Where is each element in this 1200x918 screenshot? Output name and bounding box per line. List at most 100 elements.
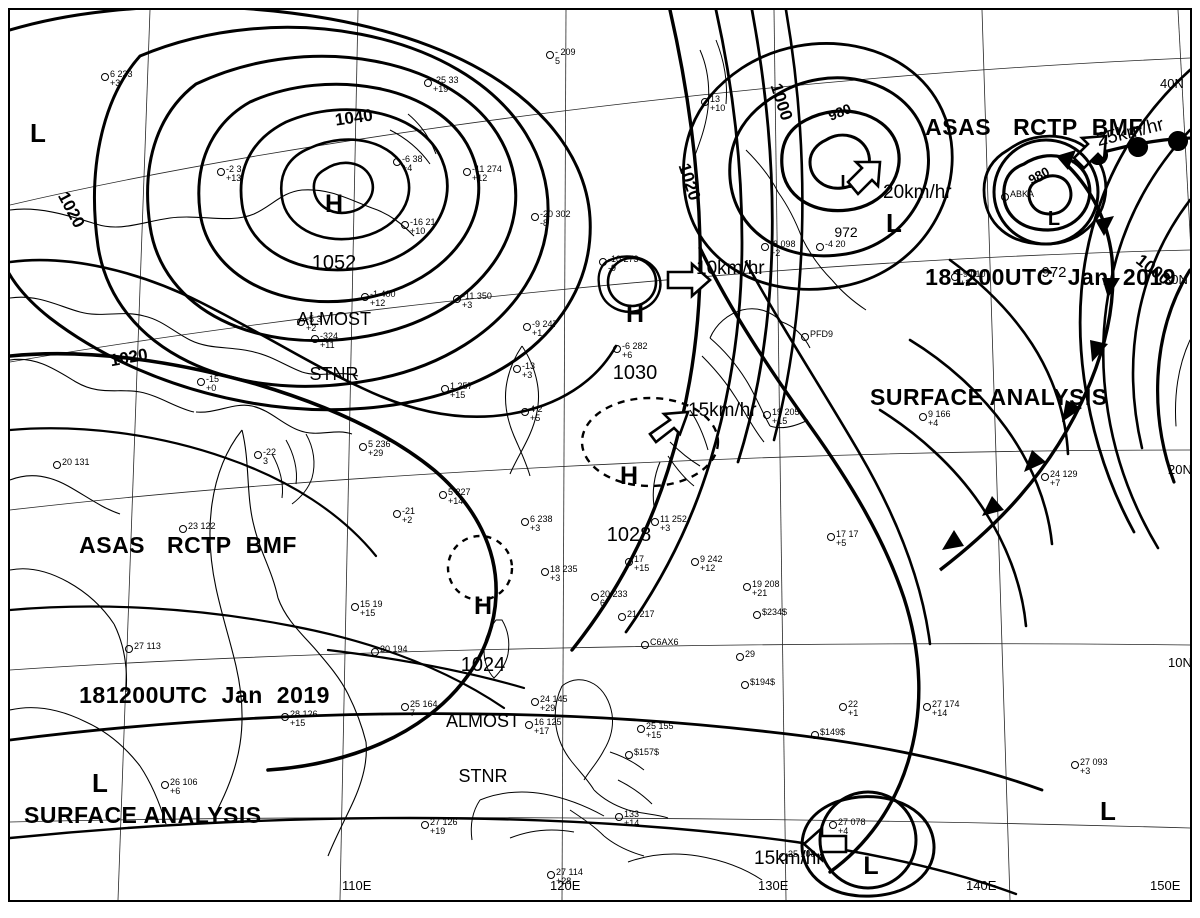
station-plot-line1: -6 282: [622, 341, 648, 351]
station-plot-line1: 28 126: [290, 709, 318, 719]
station-plot-line2: +10: [710, 103, 726, 113]
station-plot: -20 302 -8: [531, 210, 571, 228]
station-plot: 20 194: [371, 645, 408, 656]
high-pressure-value: 1024: [460, 654, 506, 676]
station-plot-line2: +15: [634, 563, 650, 573]
pressure-system-high-1030[interactable]: H 1030: [602, 266, 668, 420]
station-plot-line2: +3: [110, 78, 121, 88]
station-plot: - 209 5: [546, 48, 576, 66]
title-bottom-line2: 181200UTC Jan 2019: [24, 650, 330, 740]
circle-high-1028: [580, 396, 720, 488]
station-plot: 6 238 +3: [521, 515, 553, 533]
pressure-system-low-972a[interactable]: L 972: [820, 140, 872, 274]
trough-marker-l-southwest: L: [92, 768, 108, 798]
station-plot-line1: 4 2: [530, 404, 543, 414]
title-bottom-line1: ASAS RCTP BMF: [24, 500, 330, 590]
station-plot: 19 205 +15: [763, 408, 800, 426]
station-plot: 18 235 +3: [541, 564, 578, 583]
lat-label-30n: 30N: [1164, 272, 1188, 287]
station-plot: -6 38 +4: [393, 155, 423, 173]
station-plot: -16 21 +10: [401, 218, 436, 236]
station-circle-icon: [311, 335, 319, 343]
isobar-1040: [197, 82, 481, 304]
station-circle-icon: [923, 703, 931, 711]
station-circle-icon: [951, 273, 959, 281]
station-plot-line1: 9 166: [928, 409, 951, 419]
station-plot-line1: $157$: [634, 747, 660, 757]
station-plot-line1: 11 252: [660, 514, 687, 524]
station-plot-line1: 24 129: [1050, 469, 1078, 479]
station-circle-icon: [743, 583, 751, 591]
station-plot-line1: -324: [320, 331, 339, 341]
station-plot: 26 106 +6: [161, 778, 198, 796]
station-plot-line1: 27 126: [430, 817, 458, 827]
station-plot: 15 19 +15: [351, 599, 383, 618]
station-circle-icon: [371, 648, 379, 656]
circle-high-1030: [606, 256, 658, 308]
station-plot-line2: +10: [410, 226, 426, 236]
station-circle-icon: [546, 51, 554, 59]
station-plot: 27 078 +4: [829, 818, 866, 836]
station-plot-line1: 18 235: [550, 564, 578, 574]
isobar-wrap-3: [878, 408, 1028, 628]
motion-label-high-1030: 10km/hr: [696, 258, 765, 279]
station-plot-line2: +15: [450, 390, 466, 400]
high-symbol: H: [619, 462, 639, 490]
isobar-1000-b: [1156, 268, 1190, 484]
station-circle-icon: [736, 653, 744, 661]
pressure-system-high-1052[interactable]: H 1052 ALMOST STNR: [294, 156, 374, 420]
system-motion-arrows: [648, 134, 1108, 863]
isobar-996-b: [1131, 198, 1190, 450]
station-plot-line2: +29: [368, 448, 384, 458]
station-circle-icon: [101, 73, 109, 81]
station-circle-icon: [161, 781, 169, 789]
station-circle-icon: [591, 593, 599, 601]
station-plot-line2: +2: [306, 323, 317, 333]
motion-arrow-high-1030: [666, 261, 712, 299]
station-circle-icon: [599, 258, 607, 266]
station-plot: 9 166 +4: [919, 409, 951, 428]
pressure-system-low-972b[interactable]: L 972: [1028, 174, 1080, 317]
graticule-lines: [10, 10, 1190, 900]
station-plot-line2: +15: [360, 608, 376, 618]
station-circle-icon: [441, 385, 449, 393]
station-plot-line2: +5: [836, 538, 847, 548]
station-circle-icon: [531, 213, 539, 221]
low-symbol: L: [863, 852, 879, 880]
station-plot-line1: -11 274: [472, 164, 502, 174]
station-plot: $149$: [811, 728, 845, 739]
isobar-1010-south: [10, 712, 1044, 792]
pressure-system-high-1028[interactable]: H 1028: [596, 428, 662, 582]
station-plot-line2: 7: [410, 708, 416, 718]
isobar-1016-trough: [624, 10, 744, 634]
station-plot-line1: -10 273: [608, 254, 639, 264]
station-plot-line2: +29: [540, 703, 556, 713]
station-plot-line1: 133: [624, 809, 640, 819]
station-plot: 29: [736, 650, 755, 661]
station-circle-icon: [827, 533, 835, 541]
station-plot: 25 155 +15: [637, 722, 674, 740]
station-plot: -324 +11: [311, 331, 339, 350]
isobar-mid-3: [326, 648, 526, 690]
station-plot-line2: +4: [402, 163, 413, 173]
title-top-line1: ASAS RCTP BMF: [870, 82, 1176, 172]
motion-arrow-low-972b: [1072, 134, 1108, 170]
station-plot-line1: 9 242: [700, 554, 723, 564]
title-block-bottom-left: ASAS RCTP BMF 181200UTC Jan 2019 SURFACE ANA…: [24, 440, 330, 890]
station-plot-line1: PFD9: [810, 329, 834, 339]
isobar-1028-ridge: [10, 10, 592, 412]
station-plot-line2: +15: [646, 730, 662, 740]
valid-time: 181200UTC: [925, 264, 1054, 290]
station-plot-line2: +0: [206, 383, 217, 393]
motion-label-low-972a: 20km/hr: [883, 182, 952, 203]
pressure-system-low-1004[interactable]: L 1004: [838, 818, 904, 900]
station-plot-line2: +3: [530, 523, 541, 533]
station-plot: 24 145 +29: [531, 695, 568, 713]
station-plot: -22 3: [254, 448, 276, 466]
isobar-988-a: [682, 42, 954, 291]
station-plot-line1: 23 122: [188, 521, 216, 531]
pressure-system-high-1024[interactable]: H 1024 ALMOST STNR: [444, 558, 522, 822]
station-plot-line1: 15 19: [360, 599, 383, 609]
station-circle-icon: [401, 703, 409, 711]
station-circle-icon: [351, 603, 359, 611]
